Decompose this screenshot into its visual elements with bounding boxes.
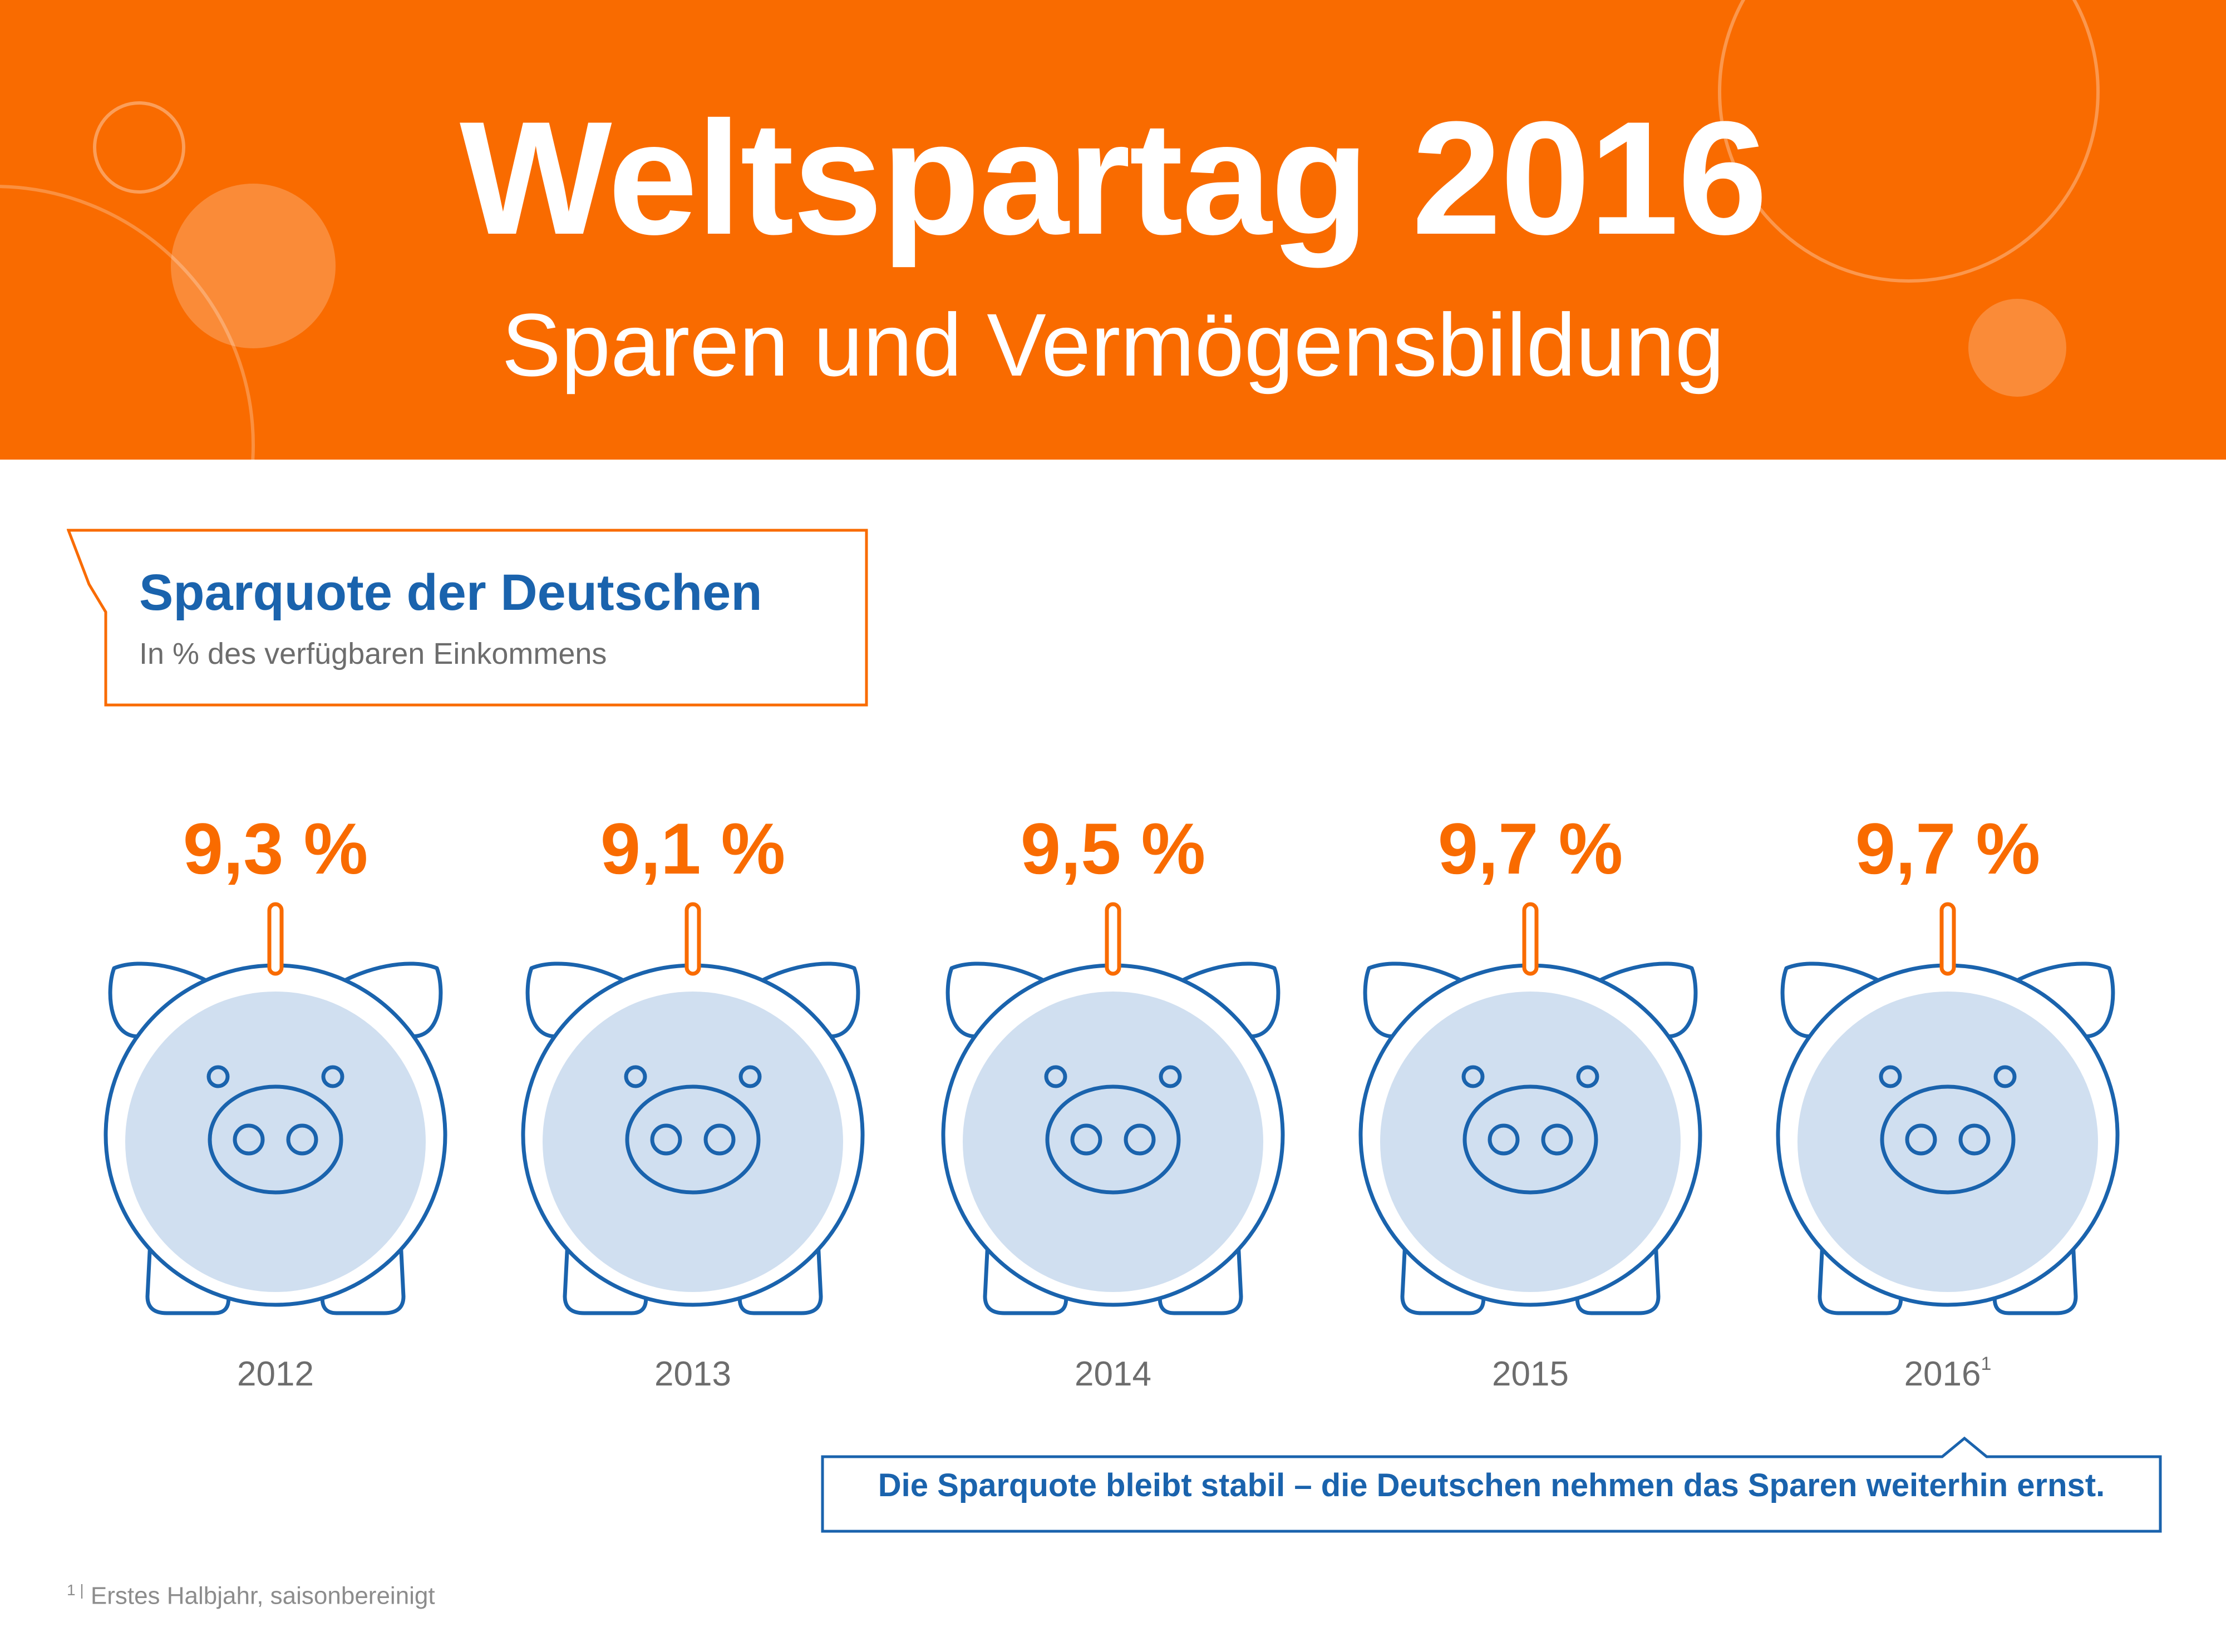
coin-slot (1105, 902, 1121, 976)
snout (208, 1084, 343, 1195)
coin-slot (684, 902, 701, 976)
snout (1045, 1084, 1181, 1195)
nostril-right (703, 1123, 736, 1156)
piggy-body-fill (125, 992, 426, 1292)
ear-right (752, 961, 860, 1038)
year-footnote-marker: 1 (1981, 1353, 1992, 1374)
chart-label-frame (67, 529, 868, 707)
eye-right (1993, 1065, 2017, 1088)
nostril-left (1070, 1123, 1102, 1156)
nostril-right (1124, 1123, 1156, 1156)
nostril-right (286, 1123, 318, 1156)
decorative-circles (0, 0, 2100, 460)
eye-left (1879, 1065, 1902, 1088)
nostril-left (650, 1123, 682, 1156)
piggy-body-fill (963, 992, 1263, 1292)
callout-text: Die Sparquote bleibt stabil – die Deutsc… (878, 1467, 2105, 1503)
nostril-left (233, 1123, 265, 1156)
year-label: 20161 (1904, 1353, 1992, 1393)
eye-right (738, 1065, 762, 1088)
value-label: 9,7 % (1855, 808, 2040, 889)
eye-left (206, 1065, 230, 1088)
nostril-left (1488, 1123, 1520, 1156)
nostril-right (1541, 1123, 1573, 1156)
piggy-bank: 9,3 % 2012 (104, 808, 447, 1393)
snout (1462, 1084, 1598, 1195)
piggy-bank: 9,1 % 2013 (521, 808, 865, 1393)
chart-title: Sparquote der Deutschen (139, 564, 762, 621)
year-label: 2015 (1492, 1355, 1569, 1393)
year-label: 2012 (237, 1355, 314, 1393)
piggy-body-fill (1797, 992, 2098, 1292)
piggy-bank: 9,7 % 20161 (1776, 808, 2120, 1393)
ear-right (2007, 961, 2115, 1038)
year-label: 2013 (654, 1355, 731, 1393)
eye-right (1159, 1065, 1182, 1088)
header-banner: Weltspartag 2016 Sparen und Vermögensbil… (0, 0, 2226, 460)
callout-frame (821, 1436, 2162, 1533)
coin-slot (1939, 902, 1956, 976)
footnote: 1 | Erstes Halbjahr, saisonbereinigt (67, 1574, 435, 1613)
ear-left (945, 961, 1054, 1038)
nostril-right (1958, 1123, 1991, 1156)
eye-left (1044, 1065, 1067, 1088)
ear-right (1589, 961, 1698, 1038)
snout (625, 1084, 761, 1195)
eye-left (624, 1065, 647, 1088)
eye-right (1576, 1065, 1599, 1088)
ear-right (1172, 961, 1281, 1038)
page-subtitle: Sparen und Vermögensbildung (501, 295, 1725, 394)
ear-left (108, 961, 216, 1038)
coin-slot (267, 902, 284, 976)
piggy-body-fill (543, 992, 843, 1292)
chart-unit-label: In % des verfügbaren Einkommens (139, 637, 607, 670)
value-label: 9,7 % (1438, 808, 1623, 889)
piggy-body-fill (1380, 992, 1681, 1292)
year-label: 2014 (1075, 1355, 1151, 1393)
ear-left (1363, 961, 1471, 1038)
value-label: 9,3 % (183, 808, 368, 889)
eye-left (1461, 1065, 1485, 1088)
ear-right (334, 961, 443, 1038)
ear-left (525, 961, 634, 1038)
footnote-text: Erstes Halbjahr, saisonbereinigt (90, 1582, 435, 1610)
footnote-marker: 1 | (67, 1581, 84, 1599)
piggy-bank: 9,5 % 2014 (941, 808, 1285, 1393)
eye-right (321, 1065, 344, 1088)
value-label: 9,1 % (600, 808, 785, 889)
nostril-left (1905, 1123, 1937, 1156)
coin-slot (1522, 902, 1539, 976)
page-title: Weltspartag 2016 (459, 88, 1767, 268)
value-label: 9,5 % (1021, 808, 1205, 889)
piggy-bank: 9,7 % 2015 (1358, 808, 1702, 1393)
ear-left (1780, 961, 1889, 1038)
snout (1880, 1084, 2016, 1195)
